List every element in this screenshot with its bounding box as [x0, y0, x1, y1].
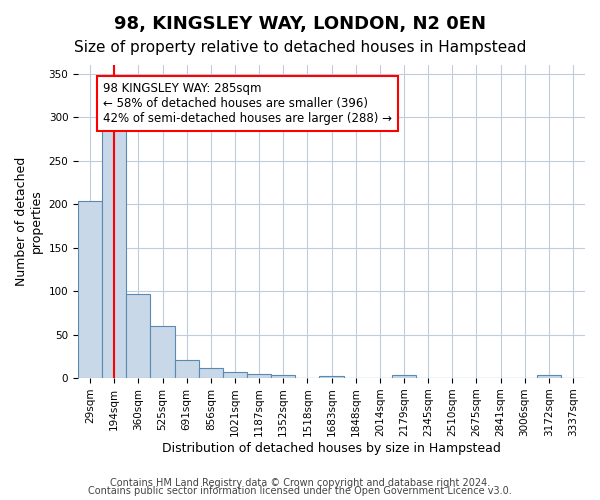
Bar	[223, 372, 247, 378]
Text: Contains HM Land Registry data © Crown copyright and database right 2024.: Contains HM Land Registry data © Crown c…	[110, 478, 490, 488]
Bar	[199, 368, 223, 378]
X-axis label: Distribution of detached houses by size in Hampstead: Distribution of detached houses by size …	[162, 442, 501, 455]
Y-axis label: Number of detached
properties: Number of detached properties	[15, 157, 43, 286]
Bar	[392, 376, 416, 378]
Bar	[102, 130, 127, 378]
Bar	[247, 374, 271, 378]
Bar	[537, 376, 561, 378]
Bar	[78, 202, 102, 378]
Bar	[127, 294, 151, 378]
Text: Contains public sector information licensed under the Open Government Licence v3: Contains public sector information licen…	[88, 486, 512, 496]
Text: 98, KINGSLEY WAY, LONDON, N2 0EN: 98, KINGSLEY WAY, LONDON, N2 0EN	[114, 15, 486, 33]
Text: Size of property relative to detached houses in Hampstead: Size of property relative to detached ho…	[74, 40, 526, 55]
Bar	[151, 326, 175, 378]
Text: 98 KINGSLEY WAY: 285sqm
← 58% of detached houses are smaller (396)
42% of semi-d: 98 KINGSLEY WAY: 285sqm ← 58% of detache…	[103, 82, 392, 126]
Bar	[319, 376, 344, 378]
Bar	[271, 376, 295, 378]
Bar	[175, 360, 199, 378]
